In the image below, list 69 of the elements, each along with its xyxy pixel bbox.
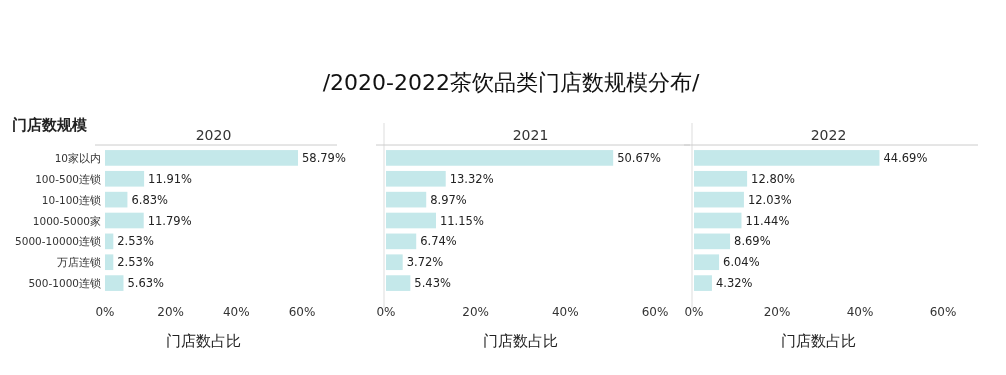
x-axis-title: 门店数占比	[166, 332, 241, 350]
data-label: 11.15%	[439, 213, 484, 228]
bar	[105, 212, 144, 229]
data-label: 8.69%	[734, 234, 771, 249]
y-tick-label: 5000-10000连锁	[15, 235, 101, 248]
x-tick-label: 40%	[552, 305, 579, 319]
data-label: 44.69%	[883, 150, 928, 165]
x-tick-label: 60%	[288, 305, 316, 319]
bar	[105, 191, 128, 208]
bar	[694, 170, 748, 187]
y-tick-label: 10-100连锁	[41, 193, 101, 206]
data-label: 2.53%	[117, 255, 154, 270]
chart-title: 2022	[810, 127, 847, 143]
y-tick-label: 500-1000连锁	[28, 277, 101, 290]
data-label: 12.03%	[747, 192, 792, 207]
chart-title: 2021	[512, 127, 549, 143]
data-label: 3.72%	[406, 255, 444, 270]
data-label: 50.67%	[617, 150, 662, 165]
x-tick-label: 40%	[223, 305, 250, 319]
data-label: 5.43%	[414, 276, 451, 291]
y-axis-title: 门店数规模	[12, 116, 88, 134]
data-label: 58.79%	[302, 150, 346, 165]
x-tick-label: 60%	[641, 305, 669, 319]
bar	[105, 275, 124, 291]
data-label: 8.97%	[430, 192, 467, 207]
x-tick-label: 20%	[763, 305, 791, 319]
data-label: 12.80%	[751, 171, 796, 186]
text: /2020-2022茶饮品类门店数规模分布/	[322, 70, 700, 95]
x-tick-label: 20%	[462, 305, 489, 319]
y-tick-label: 1000-5000家	[32, 214, 101, 227]
bar	[105, 170, 145, 187]
x-tick-label: 40%	[846, 305, 874, 319]
x-tick-label: 60%	[929, 305, 957, 319]
data-label: 4.32%	[715, 276, 753, 291]
data-label: 6.74%	[420, 234, 457, 249]
x-tick-label: 0%	[95, 305, 115, 319]
data-label: 5.63%	[127, 276, 165, 291]
bar	[105, 233, 114, 250]
bar	[105, 254, 114, 271]
data-label: 11.79%	[147, 213, 192, 228]
data-label: 11.91%	[148, 171, 193, 186]
bar	[386, 212, 436, 229]
bar	[694, 275, 712, 291]
data-label: 2.53%	[117, 234, 154, 249]
bar	[386, 275, 411, 291]
bar	[694, 212, 742, 229]
data-label: 6.83%	[131, 192, 169, 207]
x-tick-label: 0%	[684, 305, 704, 319]
bar	[694, 150, 880, 166]
bar	[386, 254, 403, 271]
y-tick-label: 万店连锁	[57, 256, 101, 269]
y-tick-label: 100-500连锁	[35, 172, 101, 185]
bar	[694, 191, 744, 208]
data-label: 6.04%	[723, 255, 760, 270]
bar	[386, 191, 427, 208]
bar	[386, 233, 417, 250]
bar	[694, 233, 731, 250]
data-label: 13.32%	[449, 171, 494, 186]
x-axis-title: 门店数占比	[483, 332, 558, 350]
bar	[386, 150, 614, 166]
x-tick-label: 0%	[376, 305, 396, 319]
bar	[105, 150, 299, 166]
x-axis-title: 门店数占比	[781, 332, 856, 350]
x-tick-label: 20%	[157, 305, 184, 319]
bar	[386, 170, 446, 187]
y-tick-label: 10家以内	[54, 151, 101, 164]
data-label: 11.44%	[745, 213, 790, 228]
bar	[694, 254, 720, 271]
chart-title: 2020	[195, 127, 232, 143]
